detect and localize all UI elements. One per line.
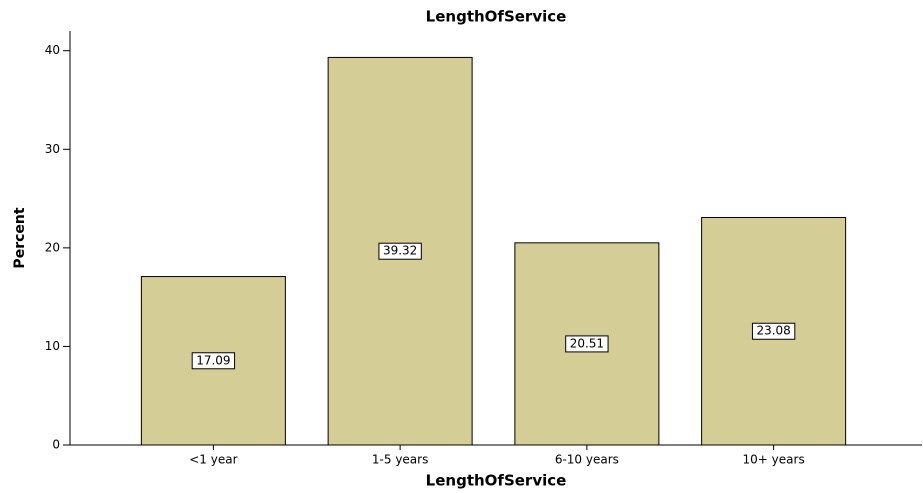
value-label-box [751, 322, 796, 340]
value-label: 23.08 [756, 324, 790, 338]
value-label: 39.32 [383, 244, 417, 258]
y-tick-label: 20 [45, 240, 60, 254]
x-tick-label: 10+ years [743, 453, 805, 467]
value-label-box [565, 335, 609, 353]
x-axis-title: LengthOfService [426, 472, 567, 490]
x-tick-label: 1-5 years [372, 453, 428, 467]
y-tick-label: 10 [45, 339, 60, 353]
x-tick-label: 6-10 years [555, 453, 619, 467]
value-label: 17.09 [196, 353, 230, 367]
value-label-box [378, 242, 422, 260]
y-tick-label: 40 [45, 43, 60, 57]
chart-title: LengthOfService [426, 8, 567, 26]
y-tick-label: 0 [52, 438, 60, 452]
x-tick-label: <1 year [189, 453, 237, 467]
y-tick-label: 30 [45, 142, 60, 156]
y-axis-title: Percent [12, 207, 28, 268]
value-label: 20.51 [570, 336, 604, 350]
value-label-box [191, 352, 236, 370]
